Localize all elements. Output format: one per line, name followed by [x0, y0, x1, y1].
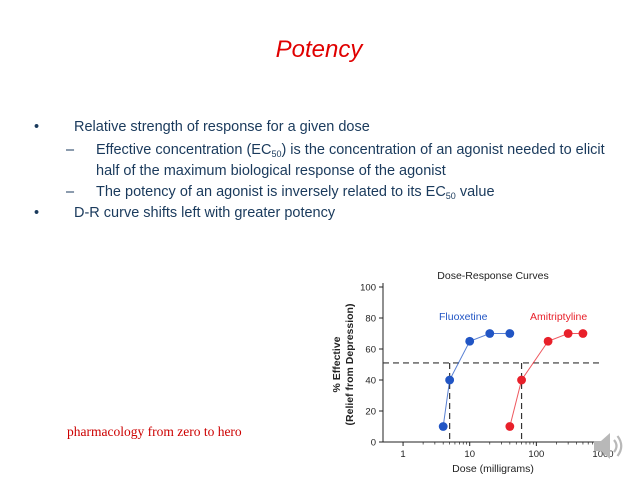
x-tick-label: 1 — [400, 449, 405, 460]
subscript-text: 50 — [445, 191, 456, 201]
data-point — [505, 422, 515, 431]
slide-title: Potency — [275, 36, 363, 63]
x-tick-label: 10 — [464, 449, 475, 460]
dose-response-chart: Dose-Response Curves 0 20 40 60 80 100 1 10 100 10… — [331, 270, 614, 475]
y-tick-label: 0 — [371, 438, 376, 449]
data-point — [438, 422, 448, 431]
data-point — [445, 375, 455, 385]
subscript-text: 50 — [271, 149, 282, 159]
bullet-text: value — [455, 184, 495, 200]
y-tick-label: 60 — [365, 345, 376, 356]
series-label-amitriptyline: Amitriptyline — [530, 311, 587, 323]
data-point — [505, 329, 515, 338]
y-axis-label-line2: (Relief from Depression) — [344, 304, 356, 426]
bullet-text: D-R curve shifts left with greater poten… — [74, 205, 336, 221]
bullet-item-4: • D-R curve shifts left with greater pote… — [34, 203, 614, 224]
x-axis-label: Dose (milligrams) — [452, 463, 534, 475]
bullet-text: Relative strength of response for a give… — [74, 119, 370, 135]
y-axis-label-line1: % Effective — [331, 336, 343, 392]
bullet-text: ) is the concentration of an agonist nee… — [96, 142, 605, 179]
bullet-item-3: – The potency of an agonist is inversely … — [34, 182, 614, 203]
chart-title: Dose-Response Curves — [437, 270, 548, 282]
bullet-list: • Relative strength of response for a giv… — [34, 117, 614, 224]
series-label-fluoxetine: Fluoxetine — [439, 311, 488, 323]
bullet-marker: – — [66, 142, 75, 158]
bullet-marker: – — [66, 184, 75, 200]
bullet-item-1: • Relative strength of response for a giv… — [34, 117, 614, 138]
data-point — [465, 336, 475, 346]
bullet-marker: • — [34, 205, 40, 221]
bullet-item-2: – Effective concentration (EC50) is the c… — [34, 140, 614, 182]
y-tick-label: 20 — [365, 407, 376, 418]
credit-text: pharmacology from zero to hero — [67, 424, 242, 439]
data-point — [578, 329, 588, 338]
data-point — [485, 329, 495, 338]
y-tick-label: 40 — [365, 376, 376, 387]
data-point — [517, 375, 526, 385]
speaker-icon[interactable] — [588, 426, 628, 466]
y-tick-label: 80 — [365, 314, 376, 325]
bullet-text: The potency of an agonist is inversely r… — [96, 184, 446, 200]
bullet-text: Effective concentration (EC — [96, 142, 272, 158]
data-point — [543, 336, 553, 346]
data-point — [563, 329, 573, 338]
y-tick-label: 100 — [360, 283, 376, 294]
x-tick-label: 1000 — [592, 449, 613, 460]
bullet-marker: • — [34, 119, 40, 135]
x-tick-label: 100 — [528, 449, 544, 460]
